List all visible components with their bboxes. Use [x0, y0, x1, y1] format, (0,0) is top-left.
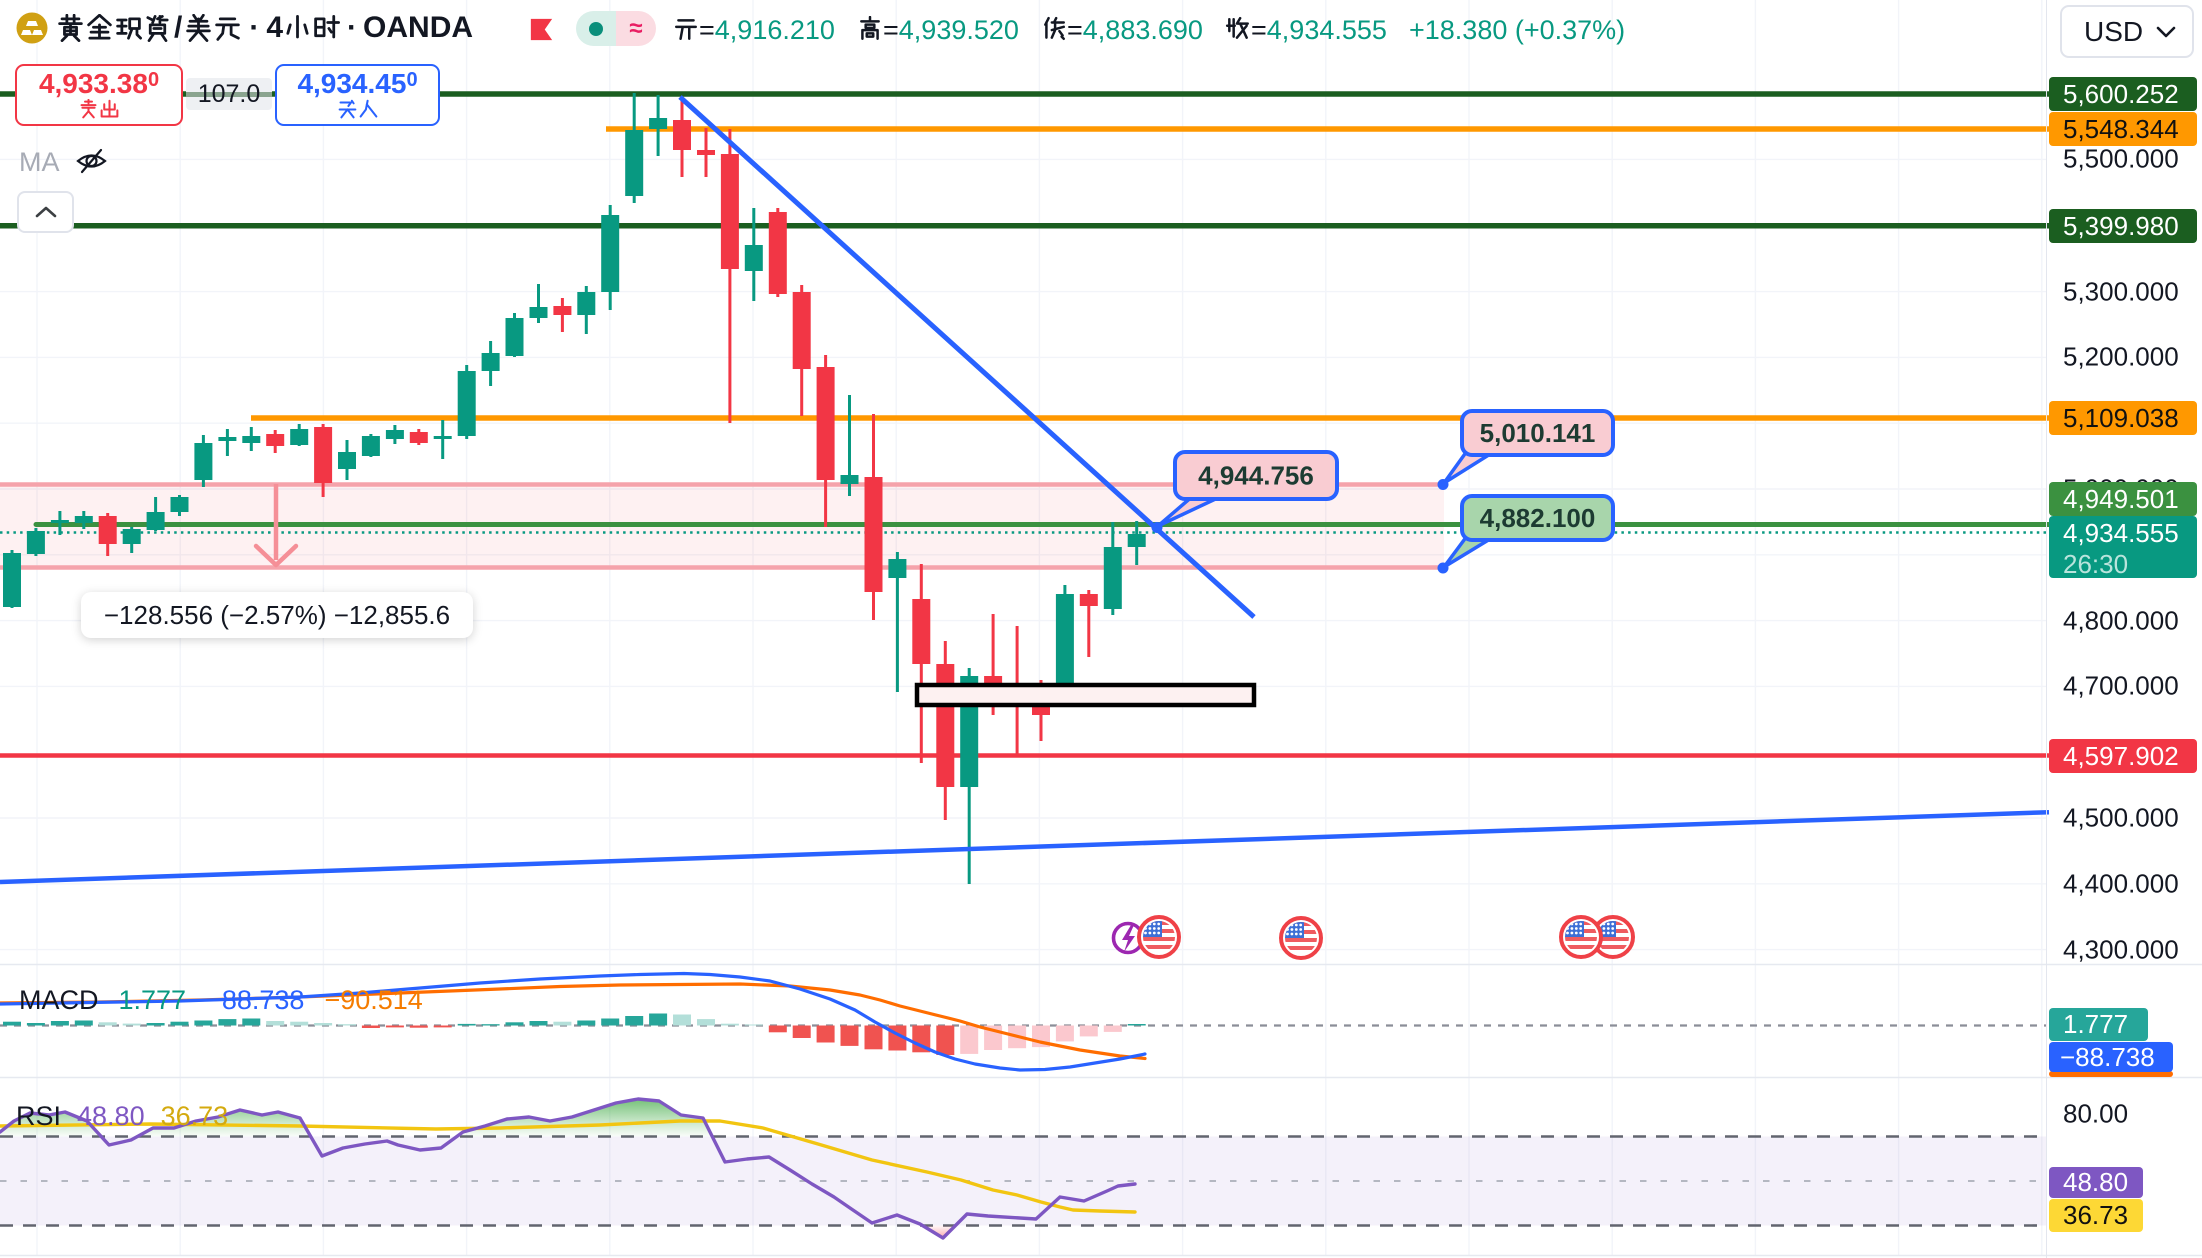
svg-text:4,882.100: 4,882.100 [1480, 503, 1596, 533]
svg-text:4,944.756: 4,944.756 [1198, 461, 1314, 491]
svg-text:5,010.141: 5,010.141 [1480, 418, 1596, 448]
